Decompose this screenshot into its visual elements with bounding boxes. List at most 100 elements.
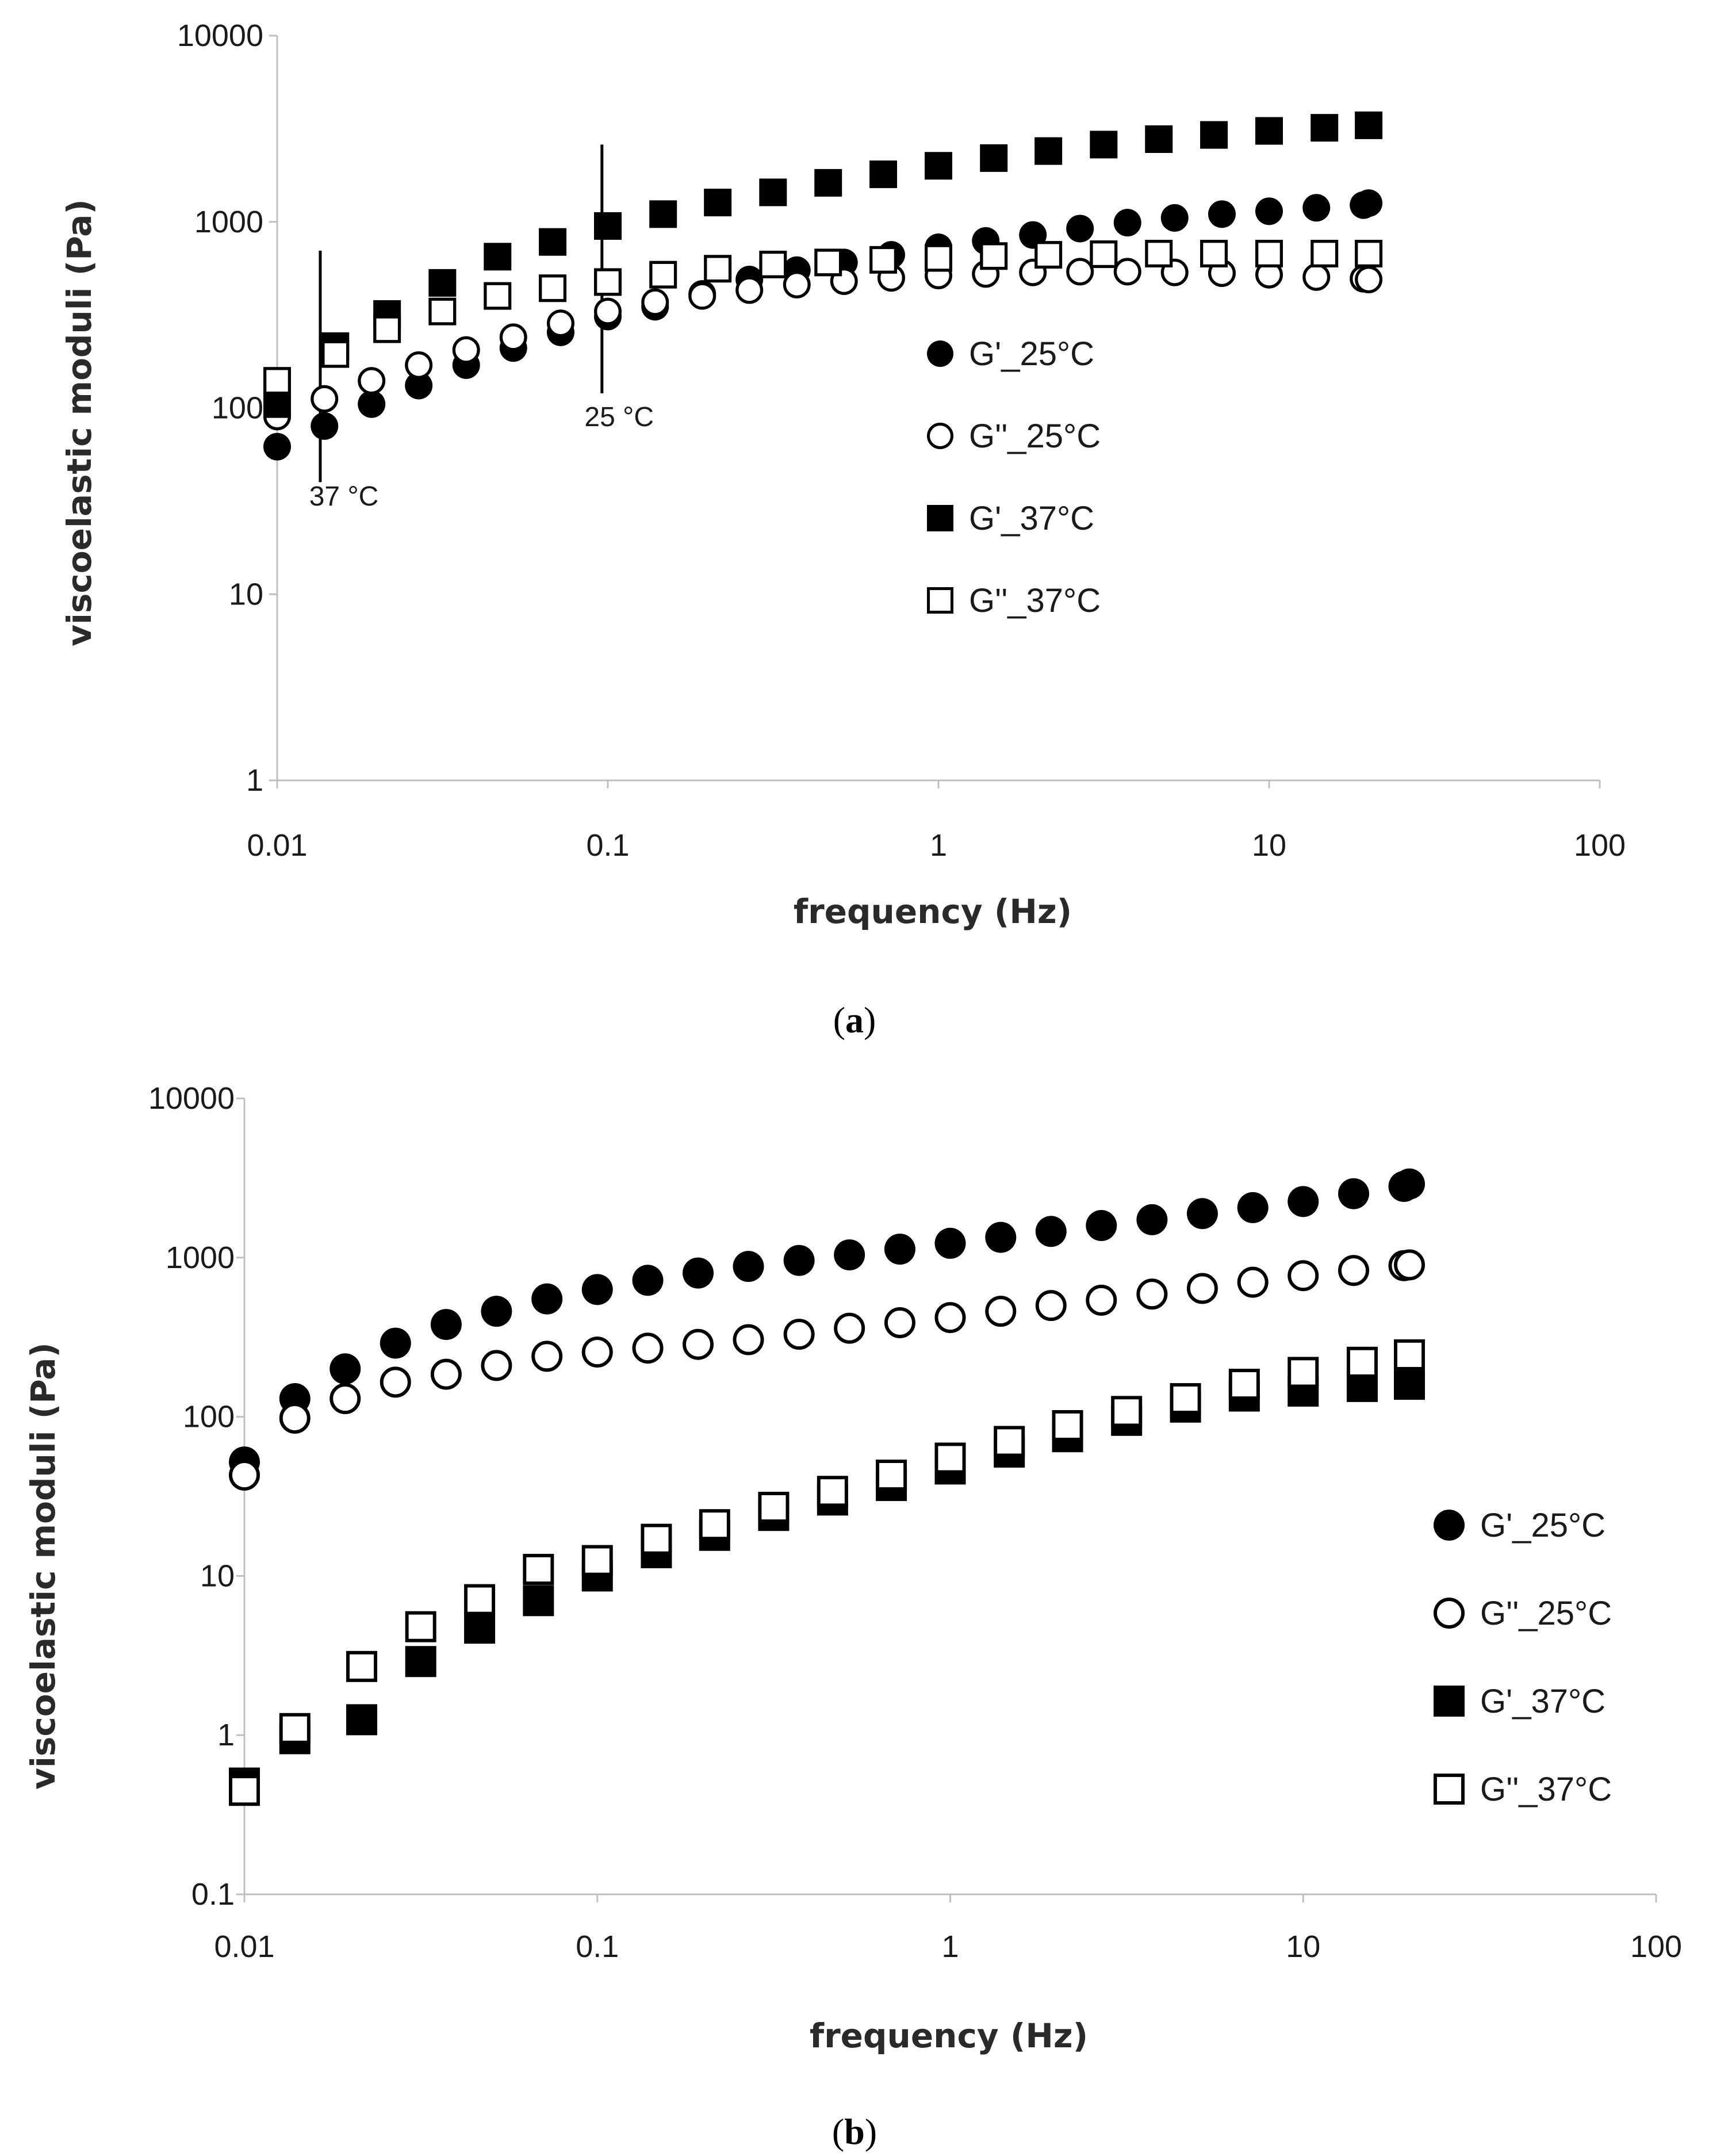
data-point-b [405,1646,436,1678]
x-tick-label-a: 100 [1574,828,1626,863]
data-point-b [985,1296,1017,1327]
data-point-b [523,1585,554,1617]
x-tick-label-a: 0.01 [247,828,307,863]
data-point-a [594,297,622,325]
data-point-a [1034,241,1063,269]
legend-item-a: G''_37°C [927,582,1101,619]
y-tick-label-b: 10 [200,1558,235,1593]
legend-label-b: G''_37°C [1480,1771,1612,1808]
legend-marker-a [927,587,954,614]
data-point-a [814,169,842,197]
data-point-a [759,250,787,278]
data-point-b [531,1341,563,1372]
legend-marker-b [1433,1773,1465,1805]
data-point-b [783,1319,815,1350]
data-point-b [1136,1204,1168,1235]
data-point-b [994,1426,1025,1457]
legend-label-b: G'_37°C [1480,1683,1605,1720]
legend-marker-b [1434,1510,1465,1541]
data-point-a [783,270,811,298]
legend-item-b: G'_37°C [1434,1683,1605,1720]
y-tick-label-b: 100 [183,1400,235,1434]
legend-marker-a [927,505,953,531]
data-point-a [869,160,898,189]
data-point-a [1034,137,1063,165]
data-point-a [1145,125,1173,153]
data-point-a [428,297,457,325]
legend-label-a: G''_25°C [969,418,1101,455]
data-point-b [1288,1186,1319,1217]
data-point-a [1113,258,1141,286]
data-point-b [632,1332,664,1364]
legend-marker-b [1433,1597,1465,1629]
data-point-a [405,372,433,400]
data-point-a [452,336,480,364]
data-point-a [321,340,350,368]
data-point-a [1355,240,1383,268]
series-b-1 [229,1249,1426,1491]
legend-label-a: G'_37°C [969,500,1094,537]
y-tick-label-a: 1 [246,763,263,798]
y-tick-label-a: 1000 [194,205,263,239]
data-point-b [1237,1192,1269,1223]
data-point-b [884,1307,915,1338]
data-point-a [263,390,291,418]
data-point-a [484,243,512,271]
data-point-a [594,268,622,296]
x-tick-label-b: 10 [1286,1929,1320,1964]
legend-item-a: G''_25°C [927,418,1101,455]
data-point-a [649,200,677,228]
data-point-a [373,315,401,343]
data-point-a [1311,114,1339,142]
data-point-b [1111,1396,1143,1427]
data-point-a [428,269,457,297]
legend-marker-a [927,340,953,367]
data-point-a [358,390,386,418]
data-point-a [311,385,339,413]
x-tick-label-b: 100 [1630,1929,1682,1964]
data-point-a [704,255,732,283]
data-point-b [733,1251,764,1282]
legend-marker-b [1434,1686,1465,1717]
y-axis-title-b: viscoelastic moduli (Pa) [24,1342,63,1790]
data-point-b [1086,1284,1117,1316]
data-point-a [1113,209,1141,237]
data-point-b [884,1234,915,1265]
legend-label-a: G''_37°C [969,582,1101,619]
data-point-b [1346,1346,1378,1378]
caption-letter-a: a [845,1000,864,1040]
y-tick-label-b: 0.1 [191,1877,235,1912]
x-tick-label-b: 0.1 [576,1929,619,1964]
data-point-b [632,1265,664,1296]
data-point-b [531,1283,563,1315]
x-axis-title-a: frequency (Hz) [794,892,1072,931]
data-point-a [1066,215,1094,243]
data-point-a [594,212,622,240]
data-point-a [263,367,292,395]
data-point-b [1170,1383,1201,1415]
data-point-a [688,282,716,310]
data-point-b [876,1460,907,1491]
data-point-a [405,351,433,379]
panel-caption-b: (b) [832,2111,877,2152]
y-tick-label-a: 10 [229,577,263,611]
caption-letter-b: b [844,2111,865,2152]
data-point-a [263,432,291,461]
data-point-a [1200,121,1228,149]
legend-item-b: G'_25°C [1434,1507,1605,1544]
data-point-a [539,228,567,256]
data-point-a [1090,131,1118,159]
data-point-b [758,1491,790,1523]
annotation-label-a: 37 °C [309,481,379,512]
data-point-a [546,309,574,338]
legend-item-b: G''_37°C [1433,1771,1612,1808]
data-point-a [1255,117,1283,145]
legend-label-b: G'_25°C [1480,1507,1605,1544]
data-point-b [481,1296,512,1327]
data-point-a [1145,240,1173,268]
data-point-a [1255,197,1283,225]
data-point-a [641,288,669,316]
